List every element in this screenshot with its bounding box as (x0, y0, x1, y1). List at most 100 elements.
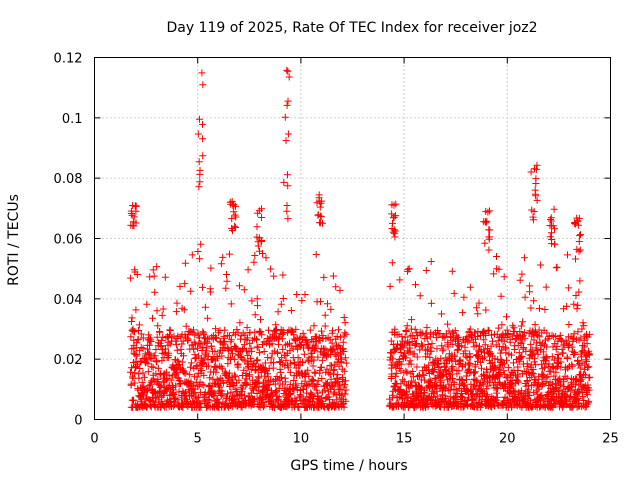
data-point (572, 220, 580, 228)
data-point (302, 336, 310, 344)
data-point (235, 376, 243, 384)
data-point (147, 337, 155, 345)
data-point (318, 197, 325, 205)
data-point (250, 258, 258, 266)
data-point (418, 329, 426, 337)
data-point (128, 211, 136, 219)
data-point (264, 386, 271, 394)
data-point (194, 248, 202, 255)
data-point (427, 258, 435, 265)
data-point (485, 235, 493, 243)
data-point (284, 364, 292, 372)
data-point (558, 337, 566, 345)
data-point (267, 354, 275, 362)
data-point (165, 371, 173, 379)
data-point (244, 334, 251, 342)
data-point (568, 361, 576, 369)
data-point (547, 216, 554, 223)
data-point (542, 283, 550, 291)
data-point (196, 255, 204, 263)
data-point (134, 335, 142, 343)
data-point (221, 338, 228, 345)
data-point (422, 267, 430, 274)
data-point (474, 310, 482, 318)
data-point (410, 350, 418, 358)
data-point (518, 352, 526, 360)
data-point (517, 322, 525, 330)
data-point (207, 288, 215, 296)
x-tick-label: 15 (396, 432, 413, 447)
data-point (227, 336, 235, 344)
data-point (293, 396, 301, 404)
data-point (564, 364, 572, 372)
data-point (581, 371, 589, 379)
data-point (176, 282, 184, 290)
data-point (194, 383, 202, 391)
data-point (407, 377, 415, 385)
data-point (445, 327, 453, 335)
data-point (161, 273, 169, 281)
data-point (199, 135, 207, 143)
data-point (226, 332, 233, 340)
data-point (398, 342, 406, 350)
data-point (285, 73, 293, 81)
y-tick-label: 0.12 (54, 52, 83, 67)
data-point (217, 260, 225, 268)
data-point (392, 369, 400, 377)
data-point (573, 245, 581, 253)
data-point (511, 346, 519, 353)
data-point (316, 203, 324, 211)
data-point (218, 365, 226, 373)
data-point (391, 227, 399, 235)
data-point (548, 229, 555, 237)
data-point (428, 340, 436, 348)
data-point (251, 395, 258, 403)
data-point (548, 236, 555, 243)
data-point (318, 327, 325, 335)
data-point (466, 283, 474, 291)
data-point (341, 319, 349, 327)
data-point (577, 375, 585, 383)
data-point (328, 339, 336, 347)
data-point (539, 348, 547, 356)
data-point (232, 344, 240, 352)
data-point (173, 346, 181, 354)
data-point (158, 311, 166, 319)
data-point (438, 310, 445, 318)
data-point (531, 354, 539, 362)
data-point (321, 311, 329, 319)
data-point (129, 374, 137, 382)
data-point (127, 274, 135, 282)
data-point (527, 304, 535, 312)
data-point (173, 299, 181, 307)
data-point (529, 213, 537, 221)
data-point (426, 353, 434, 361)
data-point (316, 219, 324, 227)
data-point (294, 354, 302, 362)
data-point (408, 316, 415, 324)
data-point (483, 391, 491, 399)
data-point (133, 339, 141, 347)
data-point (265, 381, 273, 388)
data-point (517, 340, 525, 347)
data-point (327, 375, 335, 383)
data-point (212, 325, 220, 333)
data-point (519, 318, 527, 326)
data-point (479, 380, 487, 388)
data-point (437, 378, 445, 386)
data-point (283, 66, 291, 74)
data-point (493, 384, 501, 392)
data-point (246, 339, 254, 347)
data-point (271, 403, 278, 411)
data-point (471, 394, 479, 402)
y-tick-label: 0.1 (62, 112, 83, 127)
data-point (536, 304, 543, 312)
x-tick-label: 10 (293, 432, 310, 447)
data-point (584, 364, 592, 371)
data-point (286, 368, 294, 376)
data-point (527, 340, 535, 348)
data-point (526, 288, 534, 296)
y-tick-label: 0.08 (54, 172, 83, 187)
data-point (418, 340, 425, 348)
data-point (492, 341, 500, 349)
